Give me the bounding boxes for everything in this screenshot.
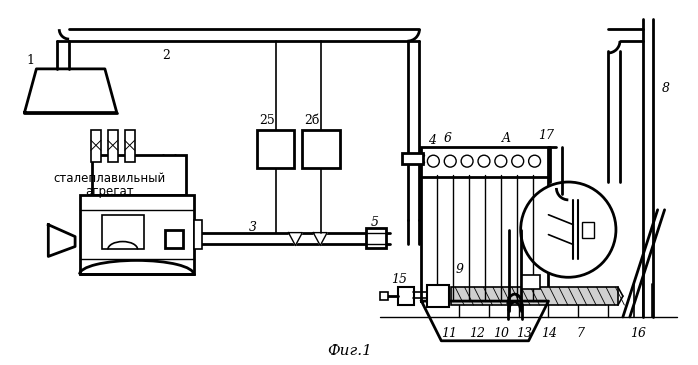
Text: 12: 12 (469, 327, 485, 340)
Polygon shape (288, 233, 302, 246)
Text: 14: 14 (542, 327, 558, 340)
Text: 16: 16 (630, 327, 646, 340)
Text: 2б: 2б (304, 114, 320, 127)
Text: 8: 8 (662, 82, 669, 95)
Bar (108, 130, 118, 162)
Text: 11: 11 (441, 327, 457, 340)
Polygon shape (313, 233, 327, 246)
Polygon shape (24, 69, 117, 112)
Bar (92, 155, 186, 195)
Text: 4: 4 (429, 134, 436, 147)
Text: 13: 13 (516, 327, 532, 340)
Text: 1: 1 (27, 54, 34, 68)
Text: 6: 6 (443, 132, 451, 145)
Bar (366, 228, 386, 247)
Text: 9: 9 (455, 263, 463, 276)
Bar (91, 130, 101, 162)
Bar (80, 195, 194, 274)
Bar (398, 287, 415, 305)
Bar (257, 130, 295, 168)
Bar (401, 153, 424, 164)
Text: 5: 5 (371, 216, 379, 229)
Bar (427, 285, 450, 307)
Polygon shape (422, 301, 549, 341)
Text: 17: 17 (538, 129, 554, 142)
Bar (451, 287, 618, 305)
Bar (521, 275, 540, 289)
Text: 15: 15 (392, 273, 408, 286)
Text: Фиг.1: Фиг.1 (327, 344, 373, 358)
Circle shape (521, 182, 616, 277)
Bar (194, 220, 202, 250)
Text: сталеплавильный: сталеплавильный (54, 172, 166, 185)
Bar (422, 147, 549, 177)
Bar (302, 130, 340, 168)
Bar (102, 215, 144, 250)
Bar (165, 230, 184, 247)
Polygon shape (48, 225, 75, 257)
Text: A: A (503, 132, 512, 145)
Bar (422, 175, 549, 301)
Bar (125, 130, 135, 162)
Text: 2: 2 (163, 50, 170, 62)
Text: агрегат: агрегат (86, 185, 134, 199)
Bar (380, 292, 387, 300)
Text: 25: 25 (259, 114, 274, 127)
Text: 10: 10 (493, 327, 509, 340)
Bar (582, 222, 594, 238)
Text: 3: 3 (248, 221, 257, 234)
Text: 7: 7 (577, 327, 584, 340)
